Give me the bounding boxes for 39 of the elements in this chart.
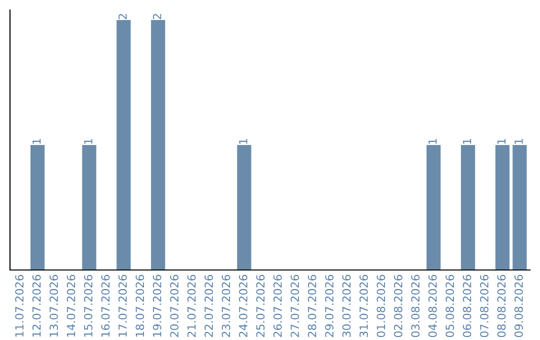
x-tick-label: 02.08.2026 xyxy=(394,274,402,338)
x-tick-label: 15.07.2026 xyxy=(84,274,92,337)
x-tick-label: 11.07.2026 xyxy=(15,274,24,337)
x-tick-label: 27.07.2026 xyxy=(290,274,300,337)
data-label: 1 xyxy=(84,138,92,144)
x-tick-label: 18.07.2026 xyxy=(136,274,144,337)
x-tick-label: 28.07.2026 xyxy=(308,274,316,337)
x-tick-label: 23.07.2026 xyxy=(222,274,230,337)
x-tick-label: 26.07.2026 xyxy=(273,274,282,337)
x-tick-label: 21.07.2026 xyxy=(187,274,196,337)
x-tick-label: 08.08.2026 xyxy=(497,274,506,338)
x-tick-label: 19.07.2026 xyxy=(152,274,162,337)
x-tick-label: 09.08.2026 xyxy=(514,274,523,338)
x-tick-label: 22.07.2026 xyxy=(204,274,213,337)
x-tick-label: 03.08.2026 xyxy=(411,274,420,338)
x-tick-label: 13.07.2026 xyxy=(50,274,58,337)
x-tick-label: 14.07.2026 xyxy=(66,274,76,337)
data-label: 1 xyxy=(428,138,437,144)
x-tick-label: 16.07.2026 xyxy=(101,274,110,337)
data-label: 1 xyxy=(497,138,506,144)
data-label: 2 xyxy=(152,14,162,20)
x-tick-label: 20.07.2026 xyxy=(170,274,179,337)
data-label: 1 xyxy=(462,138,472,144)
x-tick-label: 25.07.2026 xyxy=(256,274,265,337)
x-tick-label: 31.07.2026 xyxy=(360,274,368,337)
data-label: 1 xyxy=(514,138,523,144)
x-tick-label: 07.08.2026 xyxy=(480,274,488,338)
data-label: 1 xyxy=(32,138,41,144)
x-tick-label: 12.07.2026 xyxy=(32,274,41,337)
x-tick-label: 24.07.2026 xyxy=(238,274,248,337)
x-tick-label: 17.07.2026 xyxy=(118,274,127,337)
x-tick-label: 04.08.2026 xyxy=(428,274,437,338)
x-tick-label: 29.07.2026 xyxy=(325,274,334,337)
x-tick-label: 30.07.2026 xyxy=(342,274,351,337)
data-label: 2 xyxy=(118,14,127,20)
x-tick-label: 06.08.2026 xyxy=(462,274,472,338)
x-tick-label: 05.08.2026 xyxy=(446,274,454,338)
data-label: 1 xyxy=(239,138,248,144)
x-tick-label: 01.08.2026 xyxy=(376,274,386,338)
